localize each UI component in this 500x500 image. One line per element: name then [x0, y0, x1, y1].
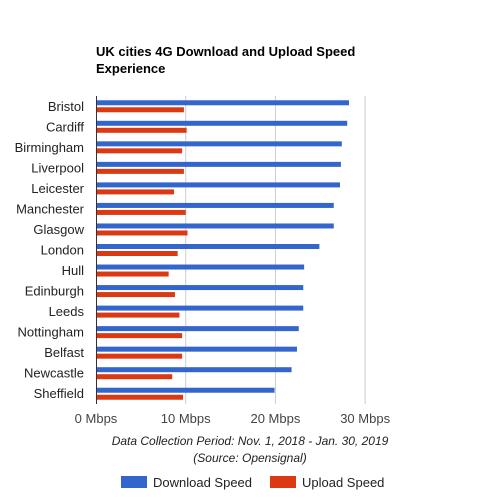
- upload-bar-leicester: [97, 189, 175, 195]
- category-labels: Bristol Cardiff Birmingham Liverpool Leicest…: [15, 99, 85, 401]
- legend-swatch-download: [121, 476, 147, 488]
- upload-bar-bristol: [97, 107, 184, 113]
- category-label-birmingham: Birmingham: [15, 140, 84, 155]
- x-tick-labels: 0 Mbps 10 Mbps 20 Mbps 30 Mbps: [75, 411, 391, 426]
- bars: [97, 100, 349, 400]
- download-bar-london: [97, 244, 320, 249]
- download-bar-hull: [97, 264, 305, 270]
- upload-bar-nottingham: [97, 333, 183, 339]
- category-label-leeds: Leeds: [49, 304, 85, 319]
- download-bar-leeds: [97, 305, 304, 311]
- download-bar-belfast: [97, 346, 297, 352]
- download-bar-sheffield: [97, 387, 275, 393]
- category-label-belfast: Belfast: [44, 345, 84, 360]
- category-label-edinburgh: Edinburgh: [25, 284, 84, 299]
- upload-bar-belfast: [97, 353, 183, 359]
- category-label-cardiff: Cardiff: [46, 119, 84, 134]
- legend-label-download: Download Speed: [153, 475, 252, 490]
- annotation-line-1: Data Collection Period: Nov. 1, 2018 - J…: [112, 434, 389, 448]
- upload-bar-liverpool: [97, 168, 184, 174]
- category-label-liverpool: Liverpool: [31, 160, 84, 175]
- chart-title-line-1: UK cities 4G Download and Upload Speed: [96, 44, 355, 59]
- upload-bar-cardiff: [97, 127, 187, 133]
- upload-bar-newcastle: [97, 374, 173, 380]
- category-label-glasgow: Glasgow: [33, 222, 84, 237]
- upload-bar-glasgow: [97, 230, 188, 236]
- upload-bar-london: [97, 251, 178, 256]
- category-label-hull: Hull: [62, 263, 85, 278]
- download-bar-nottingham: [97, 326, 299, 332]
- upload-bar-edinburgh: [97, 292, 175, 298]
- category-label-bristol: Bristol: [48, 99, 84, 114]
- legend: Download Speed Upload Speed: [121, 475, 384, 490]
- upload-bar-hull: [97, 271, 169, 277]
- download-bar-edinburgh: [97, 285, 304, 291]
- category-label-sheffield: Sheffield: [34, 386, 84, 401]
- upload-bar-birmingham: [97, 148, 183, 154]
- category-label-nottingham: Nottingham: [18, 325, 84, 340]
- x-tick-label: 20 Mbps: [250, 411, 300, 426]
- upload-bar-leeds: [97, 312, 180, 318]
- x-tick-label: 30 Mbps: [340, 411, 390, 426]
- download-bar-manchester: [97, 202, 334, 208]
- download-bar-glasgow: [97, 223, 334, 229]
- legend-label-upload: Upload Speed: [302, 475, 384, 490]
- gridlines: [185, 96, 366, 404]
- chart-title-line-2: Experience: [96, 61, 165, 76]
- download-bar-bristol: [97, 100, 349, 106]
- category-label-newcastle: Newcastle: [24, 366, 84, 381]
- category-label-london: London: [41, 243, 84, 258]
- annotation-line-2: (Source: Opensignal): [193, 451, 306, 465]
- download-bar-leicester: [97, 182, 341, 188]
- upload-bar-manchester: [97, 209, 186, 215]
- x-tick-label: 10 Mbps: [161, 411, 211, 426]
- download-bar-newcastle: [97, 367, 292, 373]
- category-label-manchester: Manchester: [16, 201, 85, 216]
- upload-bar-sheffield: [97, 394, 184, 400]
- download-bar-cardiff: [97, 120, 348, 126]
- x-tick-label: 0 Mbps: [75, 411, 118, 426]
- download-bar-liverpool: [97, 161, 341, 167]
- legend-swatch-upload: [270, 476, 296, 488]
- download-bar-birmingham: [97, 141, 342, 147]
- category-label-leicester: Leicester: [31, 181, 84, 196]
